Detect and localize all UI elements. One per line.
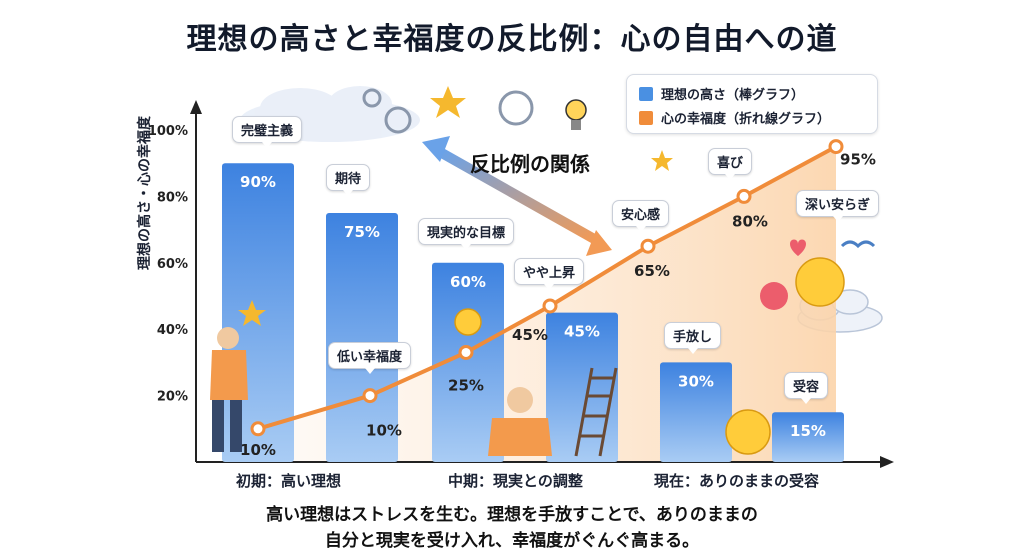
- line-value-label: 95%: [840, 151, 876, 169]
- line-point: [362, 388, 378, 404]
- y-tick-label: 60%: [157, 257, 188, 272]
- inverse-arrow: [422, 136, 612, 256]
- bar-value-label: 45%: [564, 323, 600, 341]
- bar-value-label: 90%: [240, 173, 276, 191]
- bar: [326, 213, 398, 462]
- line-value-label: 10%: [366, 422, 402, 440]
- line-value-label: 65%: [634, 262, 670, 280]
- ladder-icon: [574, 367, 618, 457]
- y-axis: [190, 100, 202, 462]
- bird-icon: [840, 240, 876, 249]
- line-callout: 安心感: [612, 200, 670, 232]
- line-value-label: 25%: [448, 376, 484, 394]
- legend-swatch-blue: [639, 86, 653, 101]
- line-callout: 深い安らぎ: [796, 190, 880, 222]
- caption-line-1: 高い理想はストレスを生む。理想を手放すことで、ありのままの: [266, 505, 758, 525]
- bar-callout: 現実的な目標: [418, 218, 515, 250]
- legend-label-bars: 理想の高さ（棒グラフ）: [661, 88, 805, 103]
- line-callout: 低い幸福度: [328, 342, 412, 374]
- person-icon: [210, 327, 248, 452]
- legend-item-bars: 理想の高さ（棒グラフ）: [639, 84, 804, 103]
- legend-label-line: 心の幸福度（折れ線グラフ）: [661, 112, 831, 127]
- y-tick-label: 80%: [157, 190, 188, 205]
- bar-callout: 手放し: [664, 322, 722, 354]
- line-point: [458, 344, 474, 360]
- smile-icon: [454, 257, 845, 455]
- y-tick-label: 40%: [157, 323, 188, 338]
- line-point: [250, 421, 266, 437]
- lightbulb-icon: [565, 99, 587, 130]
- y-tick-label: 20%: [157, 390, 188, 405]
- y-axis-label: 理想の高さ・心の幸福度: [137, 116, 153, 270]
- stage-current: 現在：ありのままの受容: [654, 472, 820, 490]
- bar-value-label: 15%: [790, 422, 826, 440]
- stressed-person-icon: [488, 387, 552, 456]
- bar-callout: 完璧主義: [232, 116, 303, 148]
- line-value-label: 10%: [240, 441, 276, 459]
- y-tick-label: 100%: [148, 124, 188, 139]
- heart-icon: [760, 239, 806, 310]
- bar: [432, 262, 504, 462]
- bar: [546, 312, 618, 462]
- caption-line-2: 自分と現実を受け入れ、幸福度がぐんぐ高まる。: [324, 531, 700, 551]
- bar: [660, 362, 732, 462]
- line-point: [542, 298, 558, 314]
- line-point: [736, 188, 752, 204]
- bar: [772, 412, 844, 462]
- stage-early: 初期：高い理想: [236, 472, 342, 490]
- legend-swatch-orange: [639, 110, 653, 125]
- line-point: [640, 238, 656, 254]
- legend-item-line: 心の幸福度（折れ線グラフ）: [639, 108, 830, 127]
- x-axis: [196, 456, 894, 468]
- bar-callout: 受容: [784, 372, 829, 404]
- inverse-relation-label: 反比例の関係: [470, 152, 590, 176]
- bar-value-label: 30%: [678, 372, 714, 390]
- line-point: [828, 139, 844, 155]
- line-callout: 喜び: [708, 148, 753, 180]
- line-callout: やや上昇: [514, 258, 585, 290]
- page-title: 理想の高さと幸福度の反比例：心の自由への道: [186, 22, 838, 57]
- line-value-label: 80%: [732, 212, 768, 230]
- chart-legend: 理想の高さ（棒グラフ） 心の幸福度（折れ線グラフ）: [626, 74, 878, 134]
- gear-icon: [362, 88, 534, 134]
- bar-value-label: 60%: [450, 273, 486, 291]
- stage-middle: 中期：現実との調整: [448, 472, 583, 490]
- star-icon: [238, 86, 673, 326]
- bar-callout: 期待: [326, 164, 371, 196]
- bar-value-label: 75%: [344, 223, 380, 241]
- line-value-label: 45%: [512, 326, 548, 344]
